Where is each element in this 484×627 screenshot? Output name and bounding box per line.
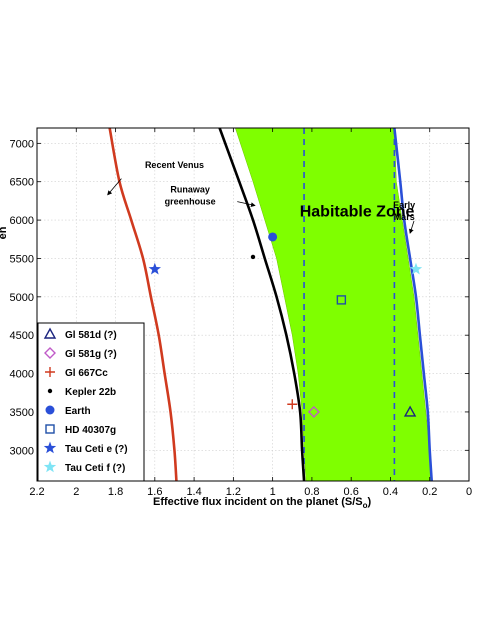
x-tick-label: 1.6 [147,486,162,498]
curve-runaway-greenhouse [218,128,306,481]
data-point-hd-40307g [336,295,347,305]
x-axis-title: Effective flux incident on the planet (S… [153,496,372,510]
annotation-early-mars-text: Mars [394,212,415,222]
y-axis-title: en [0,226,9,239]
x-axis-title-close: ) [368,496,372,508]
legend-marker [45,424,55,434]
legend-marker [45,405,55,415]
data-point-earth [268,232,278,242]
x-tick-label: 0.6 [344,486,359,498]
legend-marker [44,347,56,359]
curve-early-mars [393,128,433,481]
x-tick-label: 1.8 [108,486,123,498]
legend-box [37,322,145,482]
legend-marker [43,460,57,473]
legend-label: Tau Ceti e (?) [65,444,128,455]
data-point-gl-667cc [287,399,298,410]
x-tick-label: 2.2 [29,486,44,498]
y-tick-label: 5500 [10,253,34,265]
plot-frame [36,127,470,482]
curve-recent-venus [108,128,178,481]
x-tick-label: 1.4 [186,486,201,498]
data-point-tau-ceti-f [409,262,423,275]
x-axis-title-subscript: o [363,501,368,510]
annotation-early-mars-text: Early [393,200,415,210]
y-tick-label: 6000 [10,215,34,227]
data-point-kepler-22b [250,254,256,260]
legend: Gl 581d (?) Gl 581g (?) Gl 667Cc Kepler 22b… [37,322,145,482]
x-axis-title-main: Effective flux incident on the planet (S… [153,496,363,508]
legend-label: Kepler 22b [65,387,116,398]
legend-label: Gl 667Cc [65,368,108,379]
legend-label: Gl 581g (?) [65,349,117,360]
annotation-recent-venus-text: Recent Venus [145,160,204,170]
x-tick-label: 0.8 [304,486,319,498]
legend-marker [43,327,57,339]
legend-label: Tau Ceti f (?) [65,463,125,474]
legend-label: HD 40307g [65,425,116,436]
legend-marker [45,367,55,377]
annotation-recent-venus-arrow [107,178,122,196]
annotation-early-mars-arrow [409,220,415,234]
data-point-tau-ceti-e [148,262,161,275]
legend-label: Gl 581d (?) [65,330,117,341]
y-tick-label: 4500 [10,330,34,342]
legend-marker [43,441,57,454]
y-tick-label: 4000 [10,369,34,381]
habitable-zone-label: Habitable Zone [300,203,415,220]
annotation-runaway-text: Runaway [170,184,210,194]
y-tick-label: 3000 [10,445,34,457]
annotation-runaway-text: greenhouse [165,196,216,206]
x-tick-label: 0.4 [383,486,398,498]
x-tick-label: 2 [73,486,79,498]
y-tick-label: 5000 [10,292,34,304]
legend-label: Earth [65,406,91,417]
y-tick-label: 3500 [10,407,34,419]
x-tick-label: 1 [270,486,276,498]
data-point-gl-581d [403,405,417,417]
x-tick-label: 1.2 [226,486,241,498]
y-tick-label: 6500 [10,177,34,189]
habitable-zone-fill [235,128,432,481]
annotation-runaway-arrow [237,201,256,208]
x-tick-label: 0.2 [422,486,437,498]
x-tick-label: 0 [466,486,472,498]
y-tick-label: 7000 [10,138,34,150]
legend-marker [47,388,53,394]
data-point-gl-581g [307,405,320,418]
